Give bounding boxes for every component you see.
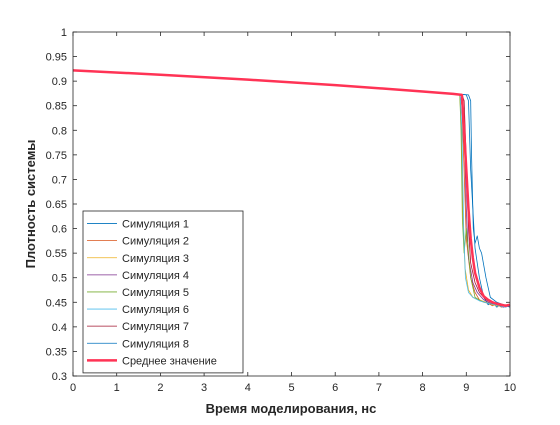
- y-axis-label: Плотность системы: [23, 140, 38, 269]
- x-tick-label: 9: [463, 382, 469, 394]
- y-tick-label: 1: [61, 27, 67, 39]
- legend-label: Симуляция 4: [122, 270, 189, 282]
- series-mean-line: [72, 69, 511, 307]
- legend-label: Симуляция 2: [122, 236, 189, 248]
- y-tick-label: 0.35: [46, 346, 67, 358]
- x-tick-label: 6: [332, 382, 338, 394]
- x-tick-label: 2: [157, 382, 163, 394]
- x-tick-label: 1: [114, 382, 120, 394]
- y-tick-label: 0.85: [46, 101, 67, 113]
- data-layer: [72, 69, 511, 308]
- y-tick-label: 0.7: [52, 174, 67, 186]
- y-tick-label: 0.6: [52, 224, 67, 236]
- y-tick-label: 0.75: [46, 150, 67, 162]
- x-tick-label: 3: [201, 382, 207, 394]
- y-tick-label: 0.4: [52, 322, 67, 334]
- ticks-layer: 0 1 2 3 4 5 6 7 8 9 10 0.3 0.35 0.4 0.45 0.5 0.55 0.6 0.65…: [46, 27, 517, 394]
- y-tick-label: 0.3: [52, 371, 67, 383]
- x-tick-label: 8: [420, 382, 426, 394]
- legend-label: Симуляция 7: [122, 321, 189, 333]
- y-tick-label: 0.55: [46, 248, 67, 260]
- legend-label: Симуляция 5: [122, 287, 189, 299]
- x-tick-label: 7: [376, 382, 382, 394]
- x-tick-label: 5: [288, 382, 294, 394]
- x-axis-label: Время моделирования, нс: [206, 401, 377, 416]
- legend-label: Среднее значение: [122, 355, 217, 367]
- y-tick-label: 0.65: [46, 199, 67, 211]
- legend-label: Симуляция 3: [122, 253, 189, 265]
- y-tick-label: 0.45: [46, 297, 67, 309]
- x-tick-label: 4: [245, 382, 251, 394]
- x-tick-label: 0: [70, 382, 76, 394]
- y-tick-label: 0.9: [52, 76, 67, 88]
- legend-label: Симуляция 8: [122, 338, 189, 350]
- x-tick-label: 10: [504, 382, 516, 394]
- y-tick-label: 0.95: [46, 52, 67, 64]
- y-tick-label: 0.5: [52, 273, 67, 285]
- legend-label: Симуляция 6: [122, 304, 189, 316]
- legend-label: Симуляция 1: [122, 219, 189, 231]
- legend: Симуляция 1 Симуляция 2 Симуляция 3 Симуляц…: [82, 210, 244, 374]
- y-tick-label: 0.8: [52, 125, 67, 137]
